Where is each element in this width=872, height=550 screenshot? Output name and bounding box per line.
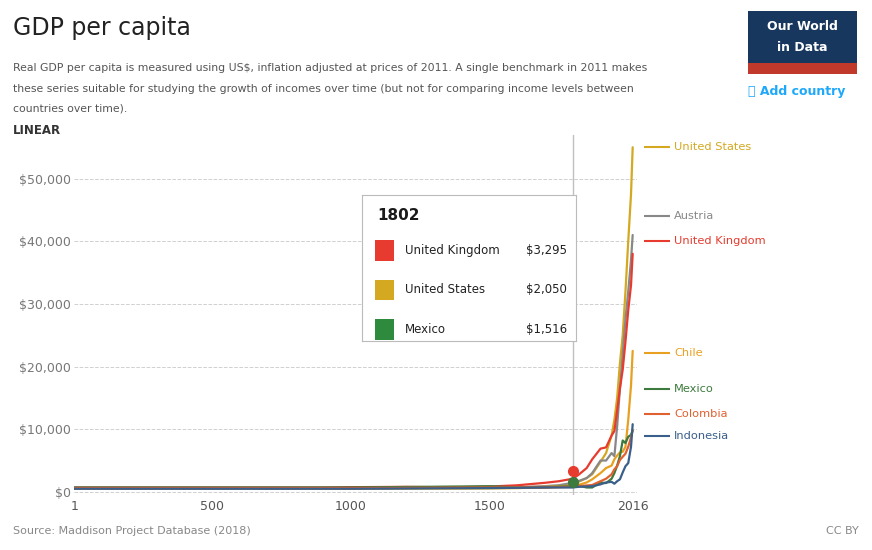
Bar xyxy=(748,63,857,74)
Text: Austria: Austria xyxy=(674,211,714,221)
Text: Source: Maddison Project Database (2018): Source: Maddison Project Database (2018) xyxy=(13,526,251,536)
Bar xyxy=(375,319,394,339)
Text: $2,050: $2,050 xyxy=(526,283,567,296)
Bar xyxy=(375,240,394,261)
Text: $3,295: $3,295 xyxy=(526,244,567,257)
Text: $1,516: $1,516 xyxy=(526,323,567,336)
Text: in Data: in Data xyxy=(778,41,828,54)
Text: CC BY: CC BY xyxy=(826,526,859,536)
Text: United States: United States xyxy=(674,142,752,152)
Text: GDP per capita: GDP per capita xyxy=(13,16,191,41)
Text: Mexico: Mexico xyxy=(405,323,446,336)
Text: Indonesia: Indonesia xyxy=(674,431,729,441)
Bar xyxy=(375,280,394,300)
Text: Mexico: Mexico xyxy=(674,384,714,394)
Text: Real GDP per capita is measured using US$, inflation adjusted at prices of 2011.: Real GDP per capita is measured using US… xyxy=(13,63,647,73)
Text: 1802: 1802 xyxy=(377,208,419,223)
Text: United Kingdom: United Kingdom xyxy=(674,236,766,246)
Text: countries over time).: countries over time). xyxy=(13,104,127,114)
Text: United States: United States xyxy=(405,283,485,296)
Text: ➕ Add country: ➕ Add country xyxy=(748,85,846,98)
Text: Chile: Chile xyxy=(674,348,703,358)
Text: Our World: Our World xyxy=(767,20,838,34)
Text: United Kingdom: United Kingdom xyxy=(405,244,500,257)
Text: LINEAR: LINEAR xyxy=(13,124,61,137)
Text: Colombia: Colombia xyxy=(674,409,727,419)
Text: these series suitable for studying the growth of incomes over time (but not for : these series suitable for studying the g… xyxy=(13,84,634,94)
